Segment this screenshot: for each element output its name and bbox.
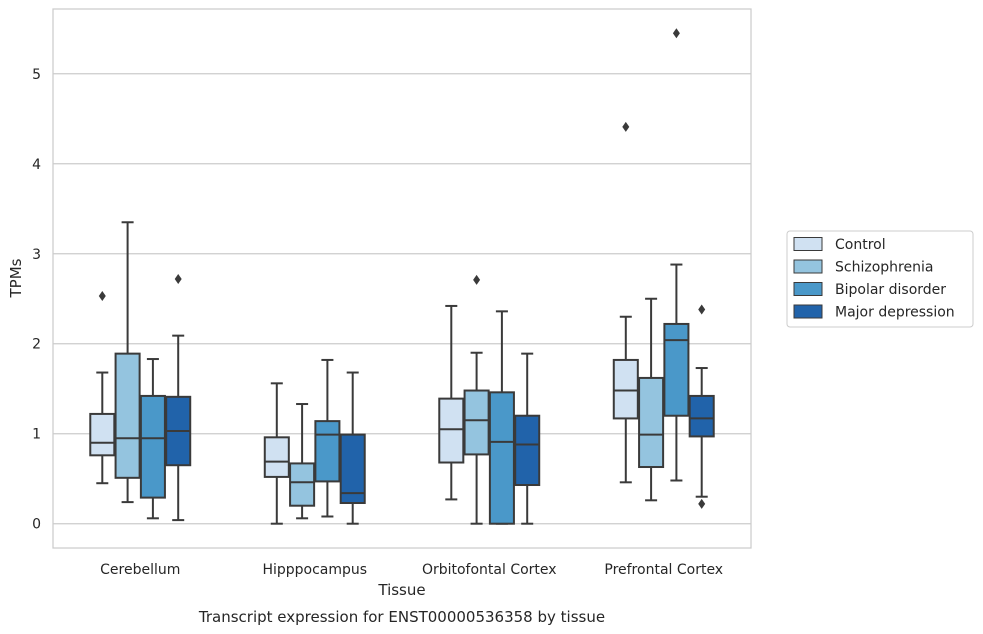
box	[688, 394, 715, 438]
box	[488, 391, 515, 525]
box-group	[89, 291, 116, 485]
box-group	[488, 310, 515, 525]
legend-label: Major depression	[835, 305, 955, 321]
legend-frame	[786, 230, 974, 328]
y-axis-ticks: 0 1 2 3 4 5	[32, 67, 41, 533]
box-group	[663, 28, 690, 482]
outlier-point	[473, 274, 481, 285]
box	[114, 352, 141, 479]
box	[263, 436, 290, 478]
legend-label: Control	[835, 237, 886, 253]
y-tick-label: 3	[32, 247, 41, 263]
legend-label: Bipolar disorder	[835, 282, 946, 298]
outlier-point	[672, 28, 680, 39]
outlier-point	[622, 121, 630, 132]
box-group	[114, 221, 141, 504]
box	[289, 462, 316, 507]
outlier-point	[698, 498, 706, 509]
box	[438, 397, 465, 464]
y-tick-label: 1	[32, 427, 41, 443]
box-group	[314, 358, 341, 518]
box-group	[688, 304, 715, 509]
box	[612, 358, 639, 420]
box	[663, 322, 690, 417]
box-plot-marks	[89, 28, 715, 525]
y-tick-label: 5	[32, 67, 41, 83]
x-tick-label: Cerebellum	[100, 562, 180, 578]
plot-frame	[52, 8, 752, 549]
box-group	[638, 297, 665, 502]
legend-swatch	[793, 259, 823, 274]
box-group	[289, 403, 316, 520]
legend-swatch	[793, 237, 823, 251]
box-group	[165, 273, 192, 522]
legend-swatch	[793, 304, 823, 319]
legend-label: Schizophrenia	[835, 260, 933, 276]
x-tick-label: Hipppocampus	[262, 562, 367, 578]
legend-swatch	[793, 282, 823, 296]
y-tick-label: 2	[32, 337, 41, 353]
chart-caption: Transcript expression for ENST0000053635…	[198, 608, 605, 626]
box	[638, 376, 665, 469]
box-group	[263, 382, 290, 525]
box-group	[339, 371, 366, 525]
y-tick-label: 0	[32, 517, 41, 533]
box-group	[438, 304, 465, 501]
box-group	[139, 358, 166, 520]
outlier-point	[174, 273, 182, 284]
box	[514, 414, 541, 487]
y-tick-label: 4	[32, 157, 41, 173]
outlier-point	[98, 291, 106, 302]
legend: Control Schizophrenia Bipolar disorder Majo…	[786, 230, 974, 328]
box-group	[514, 352, 541, 525]
x-tick-label: Orbitofontal Cortex	[422, 562, 557, 578]
x-axis-label: Tissue	[377, 581, 425, 599]
box	[89, 412, 116, 457]
y-axis-label: TPMs	[7, 258, 25, 298]
box	[314, 420, 341, 483]
x-tick-label: Prefrontal Cortex	[604, 562, 723, 578]
box	[139, 394, 166, 499]
box-group	[612, 121, 639, 484]
box	[339, 433, 366, 505]
x-axis-ticks: Cerebellum Hipppocampus Orbitofontal Corte…	[100, 562, 723, 578]
box	[463, 389, 490, 456]
outlier-point	[698, 304, 706, 315]
box-group	[463, 274, 490, 525]
